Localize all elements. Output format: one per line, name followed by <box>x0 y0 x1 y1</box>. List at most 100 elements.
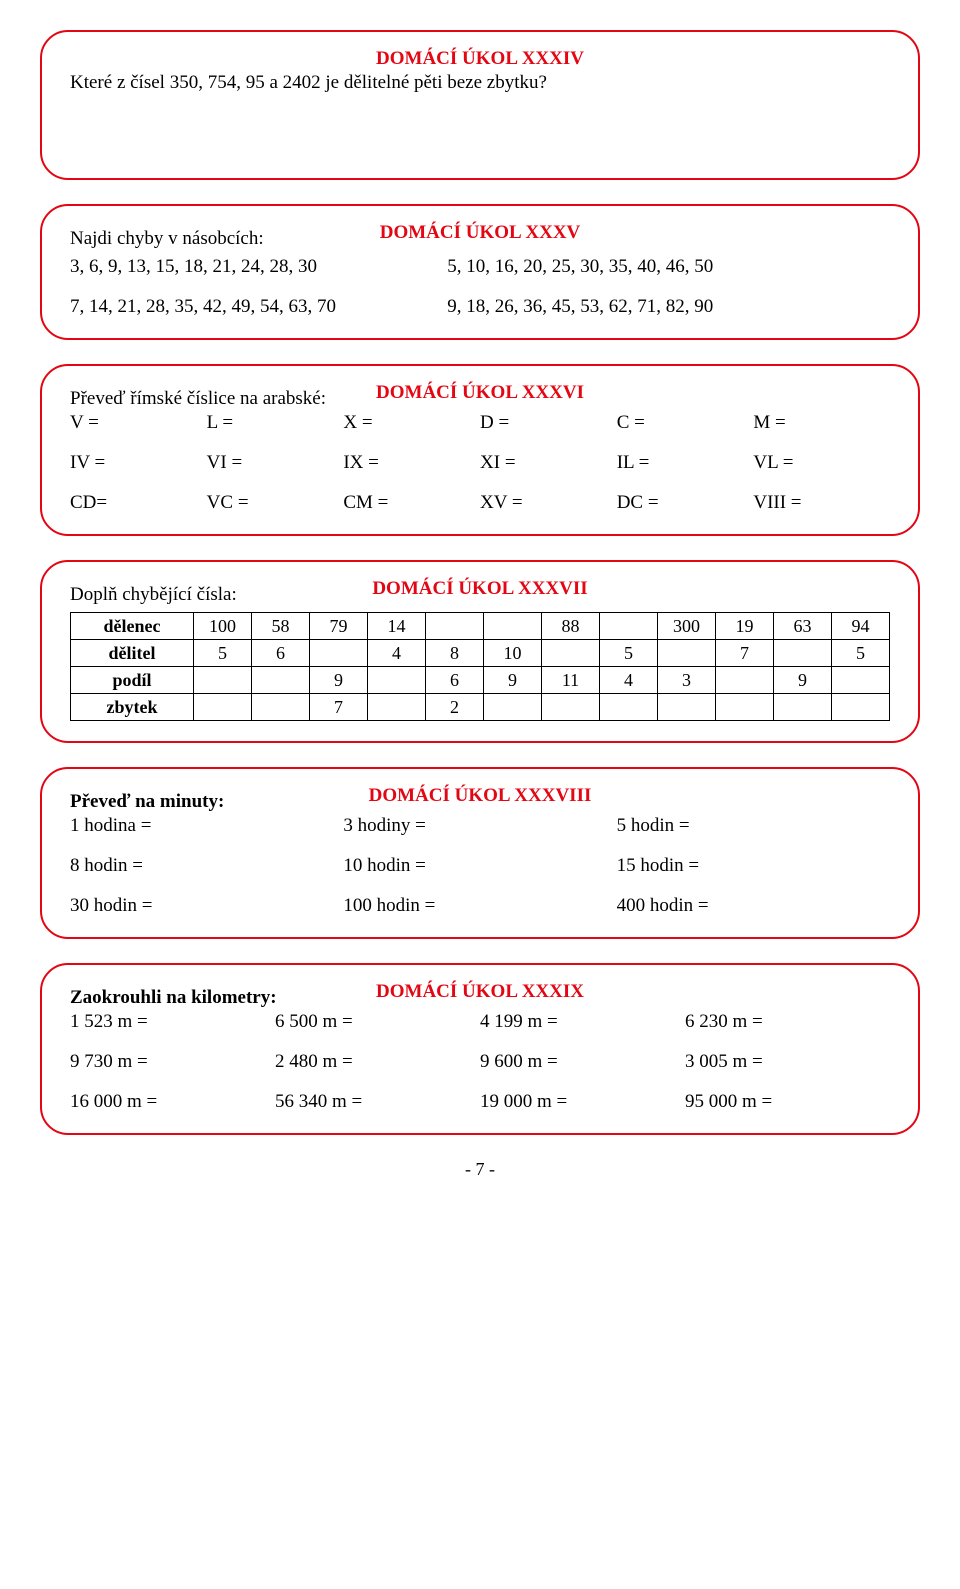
table-cell: 9 <box>310 667 368 694</box>
table-cell: 8 <box>426 640 484 667</box>
time-cell: 1 hodina = <box>70 815 343 837</box>
km-cell: 4 199 m = <box>480 1011 685 1033</box>
multiples-cell: 5, 10, 16, 20, 25, 30, 35, 40, 46, 50 <box>447 256 890 278</box>
roman-cell: DC = <box>617 492 754 514</box>
multiples-cell: 7, 14, 21, 28, 35, 42, 49, 54, 63, 70 <box>70 296 447 318</box>
roman-cell: VIII = <box>753 492 890 514</box>
table-cell: 14 <box>368 613 426 640</box>
table-cell <box>484 694 542 721</box>
task-box-39: DOMÁCÍ ÚKOL XXXIX Zaokrouhli na kilometr… <box>40 963 920 1135</box>
page-number: - 7 - <box>40 1159 920 1180</box>
table-cell: 5 <box>832 640 890 667</box>
roman-cell: VC = <box>207 492 344 514</box>
table-cell: 100 <box>194 613 252 640</box>
table-cell <box>194 667 252 694</box>
table-cell: 58 <box>252 613 310 640</box>
time-cell: 400 hodin = <box>617 895 890 917</box>
table-cell: 4 <box>368 640 426 667</box>
table-cell <box>716 694 774 721</box>
roman-cell: CD= <box>70 492 207 514</box>
task-box-37: DOMÁCÍ ÚKOL XXXVII Doplň chybějící čísla… <box>40 560 920 743</box>
km-cell: 1 523 m = <box>70 1011 275 1033</box>
km-cell: 9 600 m = <box>480 1051 685 1073</box>
table-cell <box>658 640 716 667</box>
roman-cell: VI = <box>207 452 344 474</box>
table-cell <box>252 667 310 694</box>
roman-cell: V = <box>70 412 207 434</box>
roman-cell: X = <box>343 412 480 434</box>
time-cell: 5 hodin = <box>617 815 890 837</box>
roman-cell: IV = <box>70 452 207 474</box>
table-cell <box>542 694 600 721</box>
time-cell: 100 hodin = <box>343 895 616 917</box>
km-cell: 3 005 m = <box>685 1051 890 1073</box>
table-cell: 7 <box>716 640 774 667</box>
roman-cell: VL = <box>753 452 890 474</box>
table-cell <box>252 694 310 721</box>
time-cell: 8 hodin = <box>70 855 343 877</box>
km-cell: 9 730 m = <box>70 1051 275 1073</box>
km-cell: 16 000 m = <box>70 1091 275 1113</box>
table-cell: 6 <box>426 667 484 694</box>
task-title-34: DOMÁCÍ ÚKOL XXXIV <box>376 48 584 69</box>
km-cell: 56 340 m = <box>275 1091 480 1113</box>
table-row-label: zbytek <box>71 694 194 721</box>
roman-cell: C = <box>617 412 754 434</box>
table-cell: 63 <box>774 613 832 640</box>
table-cell: 2 <box>426 694 484 721</box>
table-cell <box>658 694 716 721</box>
table-cell <box>368 667 426 694</box>
table-cell: 10 <box>484 640 542 667</box>
task-box-36: DOMÁCÍ ÚKOL XXXVI Převeď římské číslice … <box>40 364 920 536</box>
table-cell <box>484 613 542 640</box>
km-cell: 6 230 m = <box>685 1011 890 1033</box>
multiples-cell: 9, 18, 26, 36, 45, 53, 62, 71, 82, 90 <box>447 296 890 318</box>
table-cell <box>194 694 252 721</box>
table-cell: 19 <box>716 613 774 640</box>
roman-cell: IL = <box>617 452 754 474</box>
table-cell: 9 <box>774 667 832 694</box>
table-cell: 3 <box>658 667 716 694</box>
table-cell: 9 <box>484 667 542 694</box>
roman-cell: M = <box>753 412 890 434</box>
roman-cell: XI = <box>480 452 617 474</box>
table-row-label: dělitel <box>71 640 194 667</box>
km-cell: 95 000 m = <box>685 1091 890 1113</box>
roman-cell: D = <box>480 412 617 434</box>
table-cell: 11 <box>542 667 600 694</box>
task-question-34: Které z čísel 350, 754, 95 a 2402 je děl… <box>70 72 890 94</box>
table-cell <box>600 613 658 640</box>
table-cell <box>310 640 368 667</box>
table-row-label: dělenec <box>71 613 194 640</box>
table-row-label: podíl <box>71 667 194 694</box>
table-cell: 7 <box>310 694 368 721</box>
task-box-35: DOMÁCÍ ÚKOL XXXV Najdi chyby v násobcích… <box>40 204 920 340</box>
table-cell <box>368 694 426 721</box>
multiples-cell: 3, 6, 9, 13, 15, 18, 21, 24, 28, 30 <box>70 256 447 278</box>
time-cell: 30 hodin = <box>70 895 343 917</box>
table-cell: 79 <box>310 613 368 640</box>
table-cell: 94 <box>832 613 890 640</box>
table-cell: 5 <box>194 640 252 667</box>
roman-cell: CM = <box>343 492 480 514</box>
task-box-38: DOMÁCÍ ÚKOL XXXVIII Převeď na minuty: 1 … <box>40 767 920 939</box>
km-cell: 2 480 m = <box>275 1051 480 1073</box>
table-cell: 6 <box>252 640 310 667</box>
table-cell <box>774 694 832 721</box>
roman-cell: XV = <box>480 492 617 514</box>
table-cell <box>832 694 890 721</box>
table-cell <box>426 613 484 640</box>
division-table: dělenec10058791488300196394dělitel564810… <box>70 612 890 721</box>
task-box-34: DOMÁCÍ ÚKOL XXXIV Které z čísel 350, 754… <box>40 30 920 180</box>
roman-cell: L = <box>207 412 344 434</box>
time-cell: 10 hodin = <box>343 855 616 877</box>
table-cell <box>600 694 658 721</box>
table-cell: 88 <box>542 613 600 640</box>
roman-cell: IX = <box>343 452 480 474</box>
time-cell: 3 hodiny = <box>343 815 616 837</box>
table-cell: 5 <box>600 640 658 667</box>
table-cell: 300 <box>658 613 716 640</box>
km-cell: 19 000 m = <box>480 1091 685 1113</box>
table-cell <box>832 667 890 694</box>
table-cell <box>716 667 774 694</box>
